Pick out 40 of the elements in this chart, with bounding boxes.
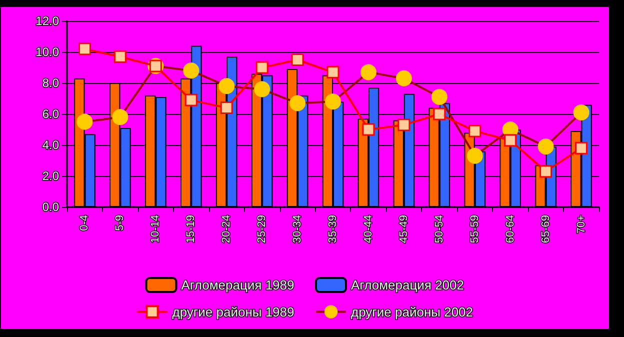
x-tick-label: 35-39 [327,215,339,244]
x-tick-label: 20-24 [220,215,233,244]
x-tick-label: 30-34 [292,215,304,244]
x-tick-label: 50-54 [433,215,446,244]
y-tick-label: 6.0 [42,107,60,121]
point [433,108,446,120]
x-tick-label: 60-64 [504,215,516,244]
point [114,50,126,63]
point [326,66,340,78]
legend-label: Агломерация 1989 [181,278,294,292]
point [256,61,268,74]
x-tick-label: 5-9 [114,215,126,231]
point [220,102,233,114]
point [291,54,304,66]
y-tick-label: 0.0 [42,200,60,214]
point [540,165,552,178]
point [362,123,375,136]
point [575,142,588,154]
point [78,42,91,56]
y-tick-label: 12.0 [36,14,60,28]
x-tick-label: 55-59 [468,215,481,244]
point [398,118,410,132]
x-tick-label: 15-19 [185,215,198,244]
point [184,94,198,106]
x-tick-label: 40-44 [362,215,374,244]
point [504,134,517,147]
x-tick-label: 65-69 [540,215,552,244]
point [468,124,482,138]
x-tick-label: 10-14 [150,215,162,244]
x-tick-label: 45-49 [398,215,410,244]
x-tick-label: 70+ [575,215,588,234]
legend-label: Агломерация 2002 [351,278,464,292]
y-tick-label: 2.0 [42,169,60,183]
x-tick-label: 0-4 [78,215,91,231]
legend-label: другие районы 1989 [172,304,294,320]
y-tick-label: 10.0 [36,45,60,59]
legend-label: другие районы 2002 [351,304,474,320]
y-tick-label: 4.0 [42,138,60,152]
x-tick-label: 25-29 [256,215,268,244]
y-tick-label: 8.0 [42,76,60,90]
